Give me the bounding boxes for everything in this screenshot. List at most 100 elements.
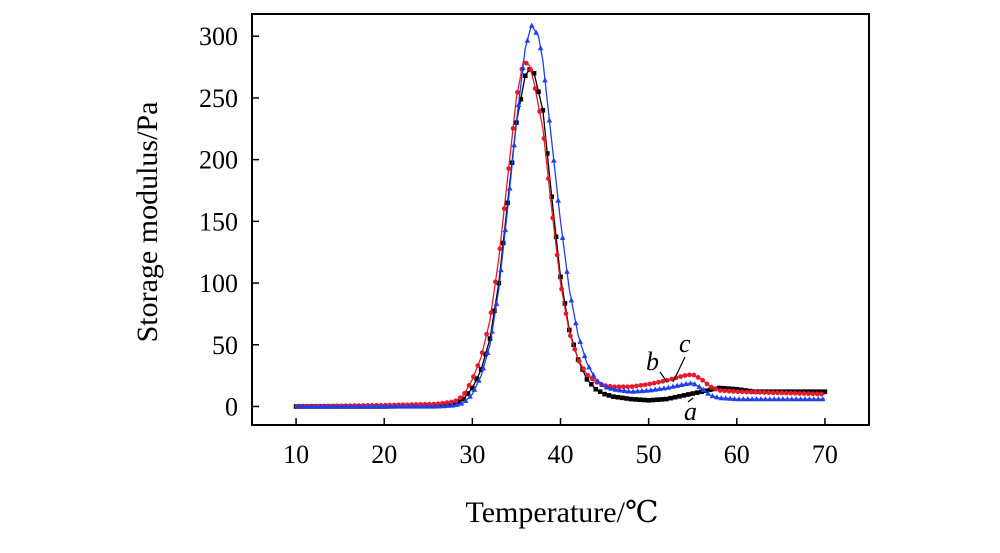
data-point-c	[603, 384, 610, 390]
data-point-c	[669, 383, 676, 389]
data-point-c	[352, 403, 359, 409]
curve-annotation-a: a	[684, 397, 697, 426]
data-point-c	[595, 378, 601, 384]
data-point-b	[488, 310, 494, 316]
y-axis-label: Storage modulus/Pa	[131, 102, 164, 343]
x-tick-label: 70	[812, 440, 838, 469]
data-point-c	[590, 372, 597, 378]
data-point-a	[448, 402, 453, 407]
data-point-c	[489, 328, 495, 334]
annotation-layer: abc	[646, 329, 697, 426]
data-point-b	[581, 366, 586, 372]
data-point-c	[361, 403, 368, 409]
data-point-c	[577, 338, 584, 344]
data-point-c	[436, 403, 443, 409]
annotation-leader	[672, 356, 686, 383]
data-point-c	[674, 382, 681, 388]
data-point-a	[694, 390, 700, 395]
data-point-b	[770, 390, 776, 396]
data-point-c	[780, 396, 786, 402]
data-point-b	[691, 372, 697, 378]
data-point-b	[713, 386, 719, 392]
data-point-c	[819, 396, 826, 402]
data-point-b	[744, 389, 750, 395]
data-point-c	[524, 37, 531, 43]
data-point-b	[810, 391, 816, 397]
data-point-a	[619, 395, 625, 401]
data-point-c	[445, 402, 451, 408]
data-point-c	[700, 386, 707, 392]
data-point-a	[465, 391, 471, 396]
data-point-c	[599, 381, 606, 388]
data-point-c	[427, 403, 434, 409]
data-point-b	[541, 136, 547, 141]
data-point-c	[705, 390, 711, 396]
data-point-c	[771, 396, 777, 402]
data-point-b	[704, 381, 710, 387]
data-point-c	[802, 396, 808, 402]
x-axis-ticks: 10 20 30 40 50 60 70	[283, 418, 838, 469]
data-point-c	[551, 157, 557, 163]
data-point-a	[615, 394, 621, 400]
data-point-c	[418, 403, 425, 409]
data-point-b	[528, 67, 534, 73]
data-point-b	[722, 388, 728, 394]
data-point-c	[784, 396, 791, 402]
data-point-b	[462, 391, 468, 396]
data-point-b	[726, 388, 732, 394]
data-point-c	[665, 384, 672, 390]
data-point-c	[714, 394, 720, 400]
data-point-a	[813, 389, 819, 394]
data-point-c	[515, 101, 522, 108]
data-point-c	[568, 297, 575, 303]
data-point-b	[748, 389, 754, 395]
data-point-c	[612, 386, 619, 392]
data-point-c	[387, 403, 394, 409]
data-point-c	[498, 266, 504, 273]
data-point-b	[642, 382, 648, 388]
data-point-c	[343, 403, 350, 409]
y-tick-label: 50	[212, 331, 238, 360]
data-point-b	[779, 390, 785, 396]
data-point-a	[500, 240, 506, 246]
data-point-a	[641, 397, 647, 403]
data-point-c	[656, 385, 663, 392]
data-point-b	[783, 390, 789, 396]
data-point-b	[501, 206, 507, 212]
data-point-b	[510, 126, 516, 131]
data-point-c	[559, 234, 566, 240]
data-point-b	[656, 379, 661, 385]
data-point-b	[792, 390, 798, 396]
data-point-b	[563, 311, 569, 317]
data-point-c	[335, 403, 341, 409]
data-point-b	[660, 378, 666, 384]
data-point-b	[493, 279, 498, 285]
data-point-b	[766, 390, 772, 395]
data-point-c	[788, 396, 795, 402]
data-point-a	[536, 89, 541, 95]
data-point-c	[564, 268, 570, 274]
data-point-a	[681, 393, 687, 398]
data-point-c	[806, 396, 813, 402]
data-point-c	[304, 403, 310, 409]
data-point-b	[554, 252, 560, 258]
data-point-b	[620, 384, 626, 390]
data-point-a	[540, 107, 546, 113]
data-point-b	[515, 89, 520, 95]
data-point-b	[735, 389, 741, 395]
y-tick-label: 300	[199, 22, 238, 51]
x-tick-label: 50	[636, 440, 662, 469]
data-point-c	[722, 395, 729, 401]
data-point-c	[793, 396, 799, 402]
data-point-c	[573, 320, 579, 326]
data-point-b	[559, 286, 564, 292]
annotation-leader	[687, 397, 694, 403]
data-point-c	[797, 396, 804, 402]
data-point-b	[466, 383, 472, 388]
data-point-c	[581, 352, 588, 359]
y-tick-label: 150	[199, 207, 238, 236]
data-point-a	[452, 401, 458, 407]
data-point-b	[647, 381, 653, 387]
curve-annotation-b: b	[646, 347, 659, 376]
